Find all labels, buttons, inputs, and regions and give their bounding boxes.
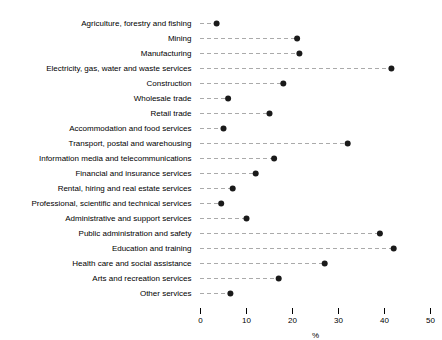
svg-text:Public administration and safe: Public administration and safety [79, 229, 192, 238]
svg-text:Construction: Construction [147, 79, 192, 88]
svg-text:0: 0 [198, 316, 203, 325]
svg-text:Electricity, gas, water and wa: Electricity, gas, water and waste servic… [46, 64, 191, 73]
svg-text:50: 50 [426, 316, 435, 325]
svg-text:Administrative and support ser: Administrative and support services [65, 214, 191, 223]
svg-text:Professional, scientific and t: Professional, scientific and technical s… [31, 199, 191, 208]
svg-text:40: 40 [380, 316, 389, 325]
svg-text:Health care and social assista: Health care and social assistance [72, 259, 192, 268]
svg-text:Other services: Other services [140, 289, 192, 298]
svg-text:Transport, postal and warehous: Transport, postal and warehousing [69, 139, 192, 148]
svg-text:Mining: Mining [168, 34, 192, 43]
svg-text:20: 20 [288, 316, 297, 325]
svg-text:Agriculture, forestry and fish: Agriculture, forestry and fishing [81, 19, 191, 28]
svg-text:Arts and recreation services: Arts and recreation services [92, 274, 191, 283]
svg-text:Rental, hiring and real estate: Rental, hiring and real estate services [58, 184, 192, 193]
svg-text:10: 10 [242, 316, 251, 325]
svg-text:Retail trade: Retail trade [151, 109, 192, 118]
svg-text:Manufacturing: Manufacturing [141, 49, 192, 58]
svg-text:30: 30 [334, 316, 343, 325]
svg-text:Education and training: Education and training [112, 244, 192, 253]
svg-text:Information media and telecomm: Information media and telecommunications [39, 154, 192, 163]
svg-text:Wholesale trade: Wholesale trade [134, 94, 192, 103]
svg-text:Accommodation and food service: Accommodation and food services [69, 124, 191, 133]
svg-text:%: % [312, 331, 319, 340]
svg-text:Financial and insurance servic: Financial and insurance services [75, 169, 191, 178]
